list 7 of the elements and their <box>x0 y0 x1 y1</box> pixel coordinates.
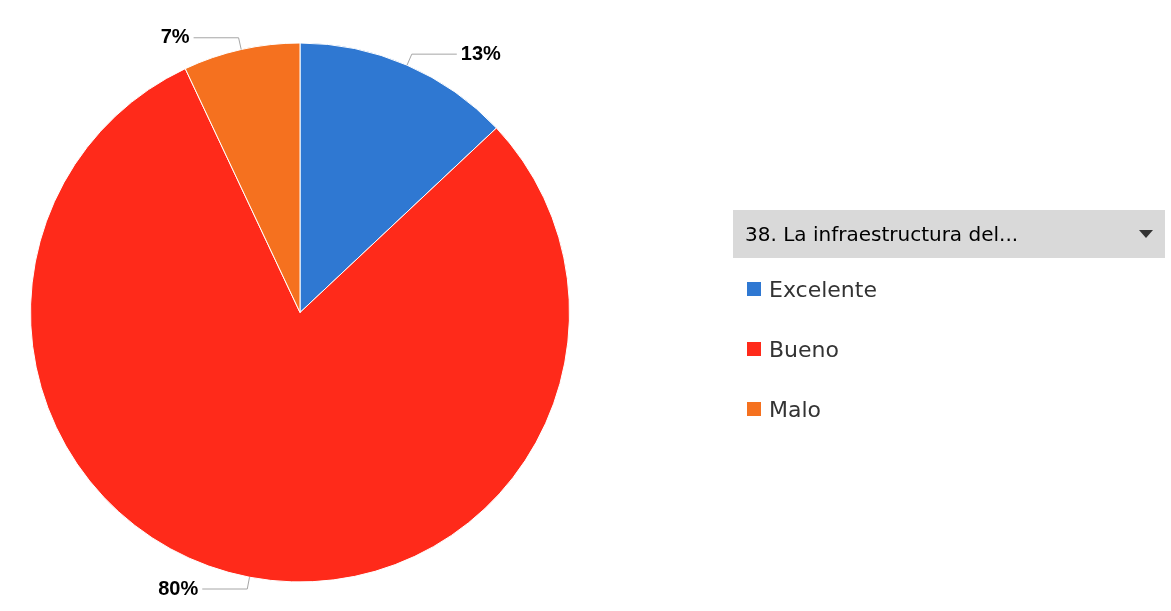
data-label: 7% <box>160 25 190 48</box>
data-label: 13% <box>460 41 502 64</box>
legend-label: Excelente <box>769 276 877 302</box>
legend-label: Malo <box>769 396 822 422</box>
legend-label: Bueno <box>769 336 839 362</box>
legend-title: 38. La infraestructura del... <box>745 222 1019 246</box>
data-label: 80% <box>158 576 199 599</box>
